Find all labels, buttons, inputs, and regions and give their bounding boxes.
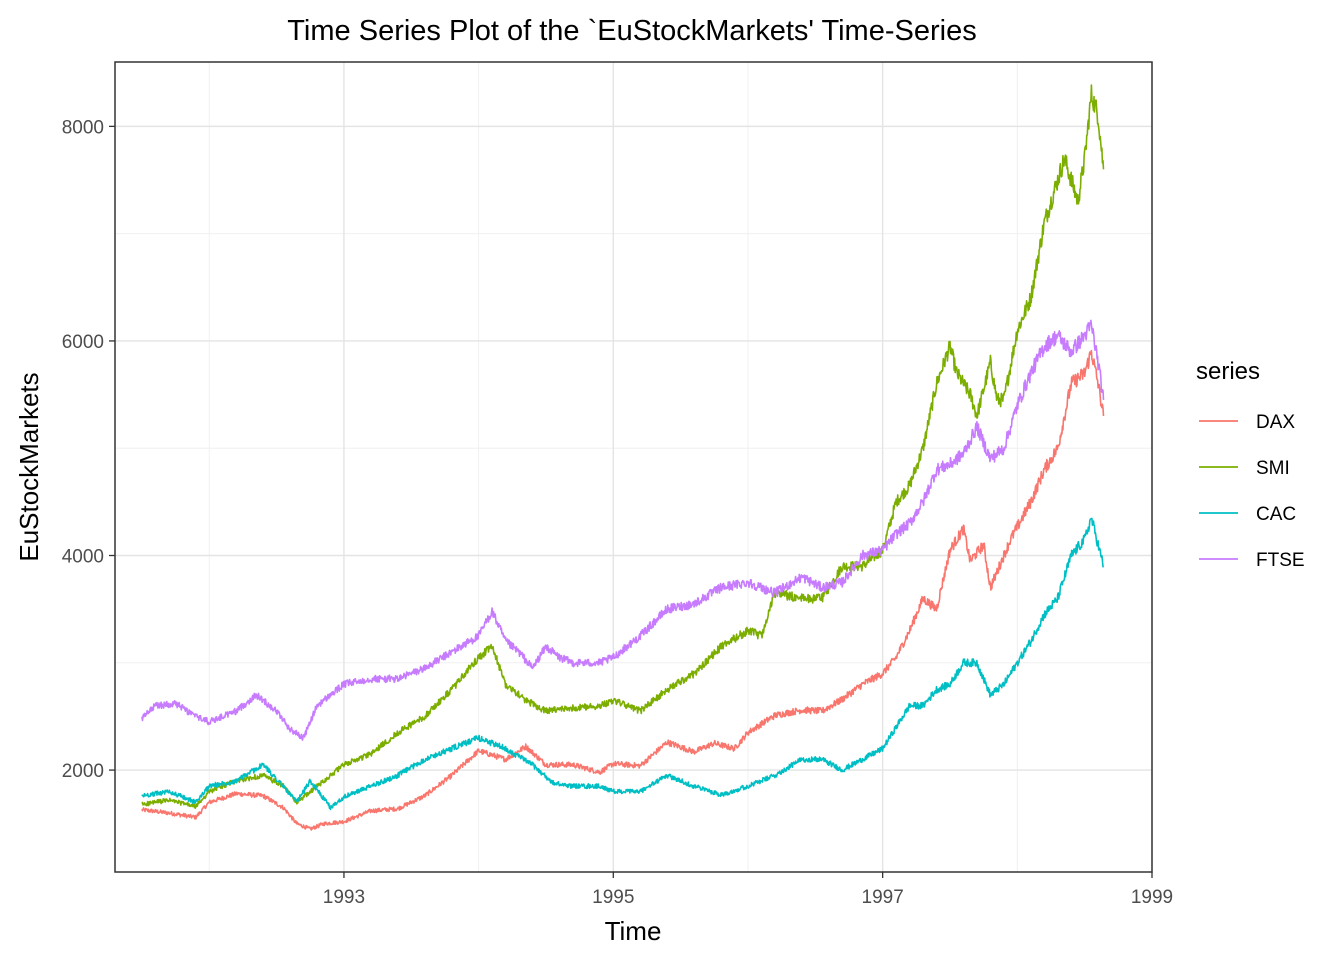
x-tick-label: 1993 xyxy=(323,887,365,908)
legend: series DAX SMI CAC FTSE xyxy=(1196,358,1305,571)
chart-title: Time Series Plot of the `EuStockMarkets'… xyxy=(287,15,976,47)
y-axis: 2000 4000 6000 8000 xyxy=(62,117,115,782)
series-line-smi xyxy=(141,84,1105,810)
grid-minor xyxy=(115,62,1152,872)
x-axis-label: Time xyxy=(605,916,662,946)
y-tick-label: 8000 xyxy=(62,117,104,138)
series-line-dax xyxy=(141,349,1105,831)
y-tick-label: 4000 xyxy=(62,547,104,568)
x-tick-label: 1995 xyxy=(592,887,634,908)
legend-label-ftse: FTSE xyxy=(1256,550,1305,571)
legend-label-dax: DAX xyxy=(1256,412,1295,433)
plot-panel xyxy=(115,62,1152,872)
y-axis-label: EuStockMarkets xyxy=(14,372,44,561)
series-line-ftse xyxy=(141,319,1105,741)
y-tick-label: 2000 xyxy=(62,761,104,782)
y-tick-label: 6000 xyxy=(62,332,104,353)
x-axis: 1993 1995 1997 1999 xyxy=(323,872,1173,908)
legend-label-cac: CAC xyxy=(1256,504,1296,525)
x-tick-label: 1997 xyxy=(862,887,904,908)
legend-label-smi: SMI xyxy=(1256,458,1290,479)
legend-title: series xyxy=(1196,358,1260,385)
x-tick-label: 1999 xyxy=(1131,887,1173,908)
plot-border xyxy=(114,61,1153,873)
series-lines xyxy=(141,84,1105,831)
series-line-cac xyxy=(141,517,1105,811)
